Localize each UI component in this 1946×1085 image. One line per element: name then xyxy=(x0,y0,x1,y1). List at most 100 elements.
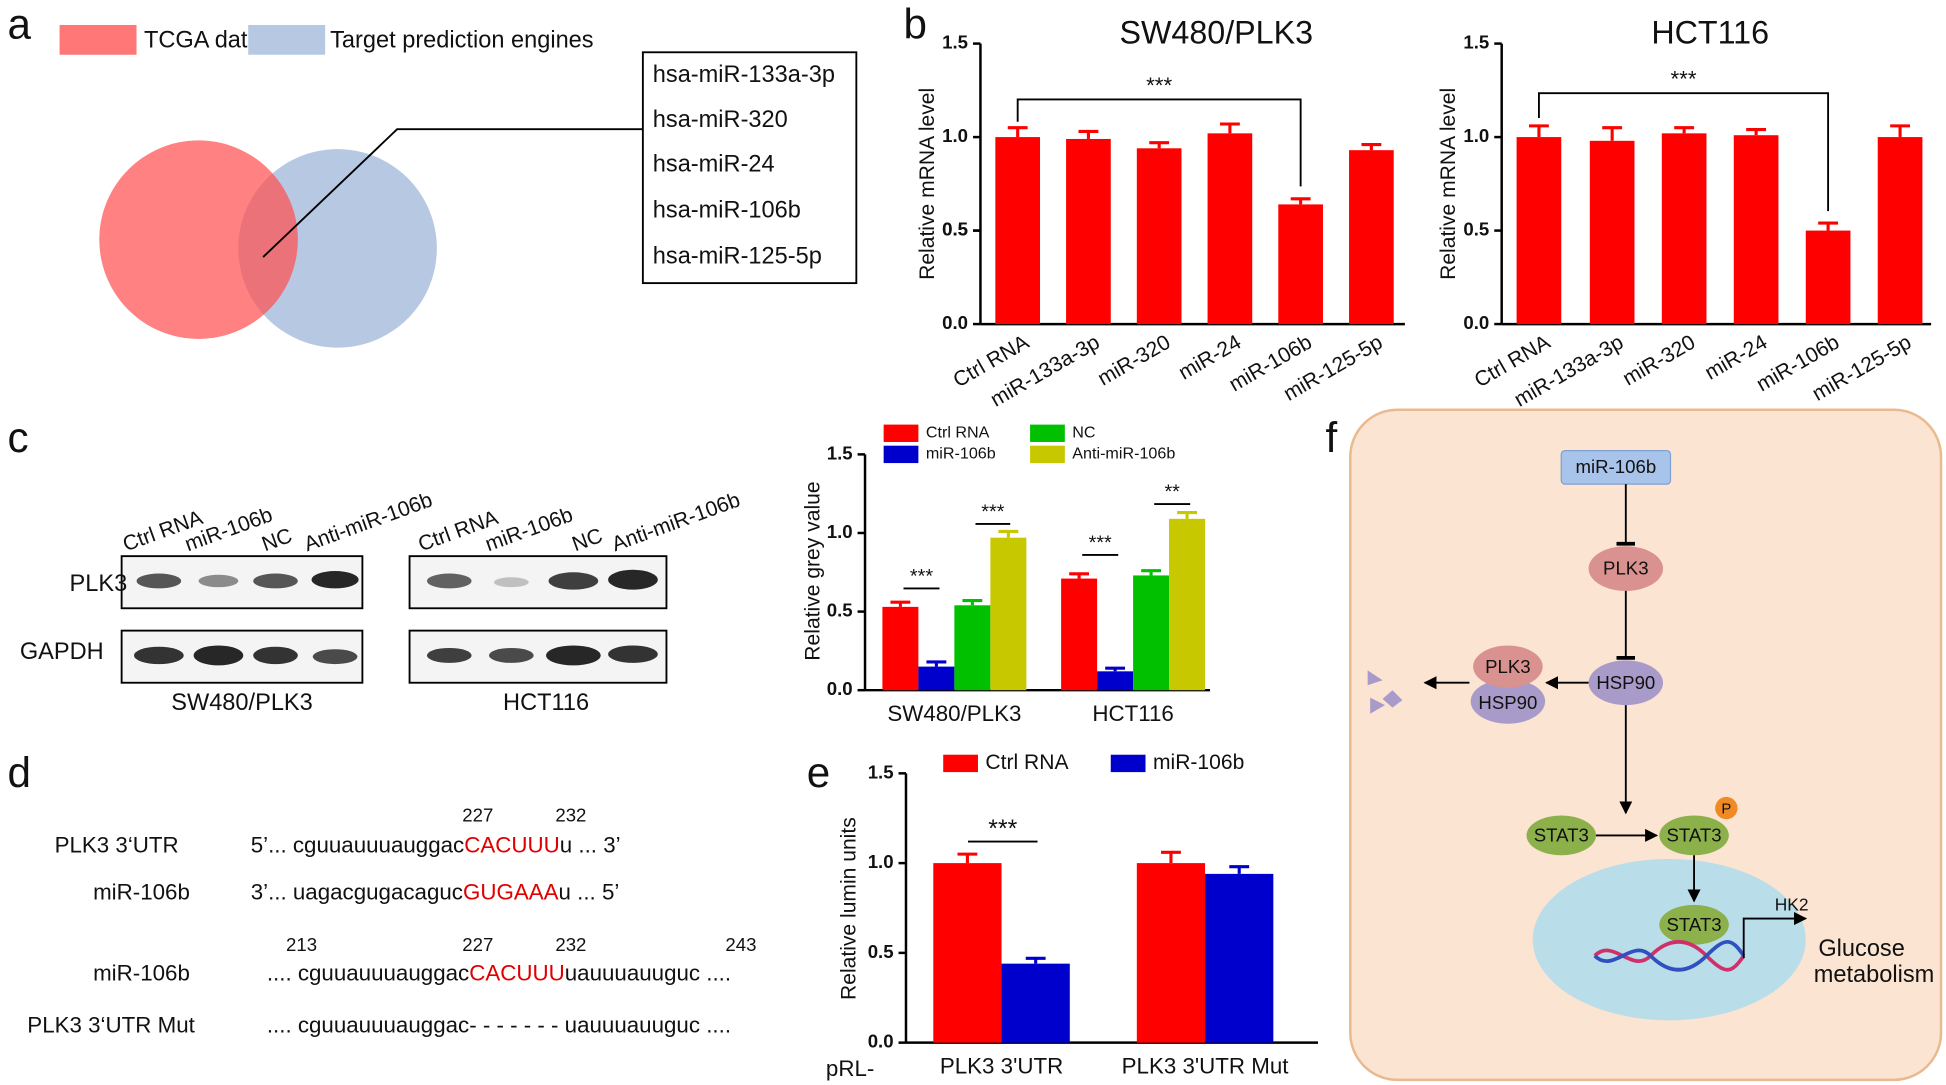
bar xyxy=(1136,863,1206,1043)
node-label: P xyxy=(1721,801,1731,817)
y-axis-label: Relative grey value xyxy=(802,481,825,660)
significance: *** xyxy=(1089,532,1112,554)
position: 227 xyxy=(462,934,493,955)
y-axis-label: Relative mRNA level xyxy=(1437,88,1460,280)
bar xyxy=(1001,963,1070,1043)
x-tick-label: HCT116 xyxy=(1092,701,1174,726)
significance: *** xyxy=(981,501,1004,523)
legend-swatch xyxy=(59,24,137,55)
seed-region: CACUUU xyxy=(469,960,565,985)
bar xyxy=(1349,150,1394,325)
significance-bracket xyxy=(1016,98,1302,187)
chart-title: SW480/PLK3 xyxy=(1119,14,1313,50)
x-tick-label: miR-320 xyxy=(1094,331,1174,391)
mirna-node xyxy=(1560,450,1672,485)
bar xyxy=(1589,140,1635,325)
legend-swatch xyxy=(883,445,919,464)
band xyxy=(253,573,298,589)
sequence: .... cguuauuuauggacCACUUUuauuuauuguc ...… xyxy=(267,960,731,985)
band xyxy=(134,646,184,665)
mirna-box xyxy=(641,51,858,285)
dna xyxy=(1593,939,1746,972)
sequence-part: 5’... cguuauuuauggac xyxy=(251,832,465,857)
bar xyxy=(990,537,1027,691)
bar xyxy=(954,605,991,691)
nucleus xyxy=(1532,858,1806,1021)
significance-bracket xyxy=(1537,92,1830,212)
panel-label: d xyxy=(7,749,30,796)
significance: *** xyxy=(1670,67,1696,92)
y-tick-label: 1.5 xyxy=(868,761,894,782)
bar xyxy=(1205,873,1274,1043)
y-axis-label: Relative mRNA level xyxy=(916,88,939,280)
y-tick-label: 1.5 xyxy=(827,442,853,463)
node xyxy=(1588,660,1664,706)
bar xyxy=(995,137,1041,325)
band xyxy=(312,649,358,665)
y-tick-label: 0.0 xyxy=(942,312,968,333)
sequence-part: u ... 3’ xyxy=(560,832,621,857)
node xyxy=(1473,645,1543,688)
y-tick-label: 1.0 xyxy=(827,521,853,542)
outcome: metabolism xyxy=(1814,961,1935,987)
mirna: hsa-miR-106b xyxy=(653,196,801,222)
bar xyxy=(1516,137,1562,325)
node-label: HSP90 xyxy=(1478,692,1537,713)
y-tick-label: 0.0 xyxy=(868,1031,894,1052)
western-blot xyxy=(120,555,668,684)
x-axis-label: pRL- xyxy=(826,1056,874,1081)
y-tick-label: 0.5 xyxy=(868,941,894,962)
dna xyxy=(1593,940,1746,972)
sequence: 3’... uagacgugacagucGUGAAAu ... 5’ xyxy=(251,880,620,905)
mirna: hsa-miR-133a-3p xyxy=(653,61,835,87)
band xyxy=(136,573,182,589)
mirna: hsa-miR-320 xyxy=(653,106,788,132)
band xyxy=(311,571,359,589)
y-tick-label: 0.5 xyxy=(942,218,968,239)
sequence: 5’... cguuauuuauggacCACUUUu ... 3’ xyxy=(251,832,621,857)
row-label: PLK3 xyxy=(70,570,128,596)
cell-line: HCT116 xyxy=(503,689,589,715)
legend-label: TCGA data xyxy=(144,26,262,52)
band xyxy=(198,574,239,588)
significance: *** xyxy=(988,816,1017,843)
row-label: GAPDH xyxy=(20,638,104,664)
y-tick-label: 1.0 xyxy=(942,125,968,146)
cell-line: SW480/PLK3 xyxy=(171,689,313,715)
y-tick-label: 1.0 xyxy=(868,851,894,872)
sequence-part: 3’... uagacgugacaguc xyxy=(251,880,463,905)
band xyxy=(426,647,472,663)
band xyxy=(493,577,529,588)
y-tick-label: 0.5 xyxy=(827,600,853,621)
node xyxy=(1588,546,1664,591)
significance: ** xyxy=(1164,481,1180,503)
legend-label: Ctrl RNA xyxy=(926,424,990,442)
bar xyxy=(1133,575,1170,691)
y-tick-label: 0.0 xyxy=(1463,312,1489,333)
bar xyxy=(1207,133,1253,325)
sequence-name: miR-106b xyxy=(93,880,190,905)
panel-label: a xyxy=(7,1,31,48)
legend-label: Anti-miR-106b xyxy=(1072,445,1175,463)
position: 232 xyxy=(555,805,586,826)
node xyxy=(1470,679,1546,724)
bar xyxy=(1066,138,1111,325)
lane-label: Anti-miR-106b xyxy=(609,488,743,556)
bar xyxy=(933,863,1002,1043)
phospho xyxy=(1715,796,1738,820)
leader-line xyxy=(262,128,643,258)
legend-swatch xyxy=(248,24,326,55)
bar xyxy=(1661,133,1707,325)
significance: *** xyxy=(1146,73,1172,98)
panel-label: c xyxy=(7,414,28,461)
node-label: STAT3 xyxy=(1666,825,1721,846)
node-label: HSP90 xyxy=(1596,672,1655,693)
legend-label: Target prediction engines xyxy=(330,26,593,52)
y-tick-label: 0.5 xyxy=(1463,218,1489,239)
lane-label: miR-106b xyxy=(482,503,576,556)
bar xyxy=(1805,230,1851,325)
sequence-part: uauuuauuguc .... xyxy=(565,960,731,985)
legend-label: NC xyxy=(1072,424,1096,442)
sequence-name: miR-106b xyxy=(93,960,190,985)
